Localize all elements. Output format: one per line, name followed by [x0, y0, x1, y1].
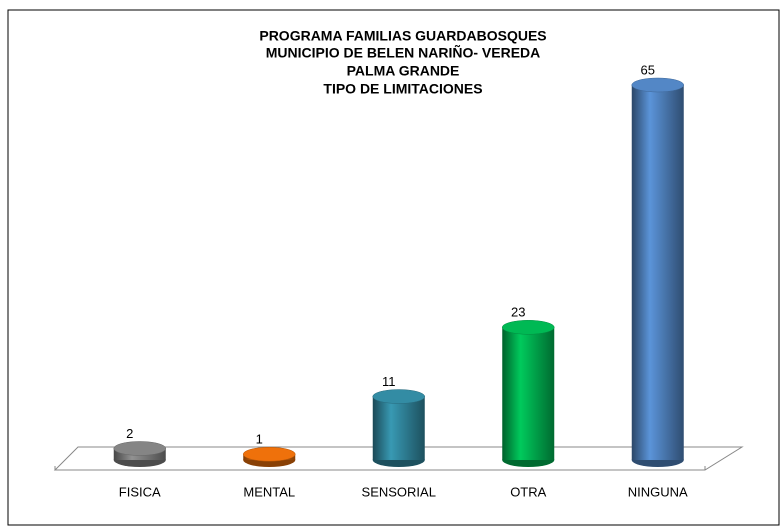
bar — [631, 85, 684, 460]
chart-title: PALMA GRANDE — [347, 63, 460, 79]
bar — [372, 396, 425, 460]
bar-top — [243, 446, 296, 462]
x-tick-label: MENTAL — [243, 484, 295, 499]
chart-title: PROGRAMA FAMILIAS GUARDABOSQUES — [259, 28, 546, 44]
chart-title: MUNICIPIO DE BELEN NARIÑO- VEREDA — [266, 44, 541, 61]
data-label: 2 — [126, 426, 133, 441]
x-tick-label: SENSORIAL — [362, 484, 436, 499]
x-tick-label: NINGUNA — [628, 484, 688, 499]
chart-title: TIPO DE LIMITACIONES — [323, 81, 482, 97]
x-tick-label: OTRA — [510, 484, 546, 499]
bar-top — [113, 441, 166, 456]
bar — [502, 327, 555, 460]
data-label: 1 — [256, 432, 263, 447]
bar-top — [502, 320, 555, 335]
x-tick-label: FISICA — [119, 484, 161, 499]
data-label: 23 — [511, 305, 525, 320]
bar-top — [631, 77, 684, 93]
bar-top — [372, 389, 425, 404]
data-label: 11 — [382, 374, 396, 389]
data-label: 65 — [641, 62, 655, 77]
